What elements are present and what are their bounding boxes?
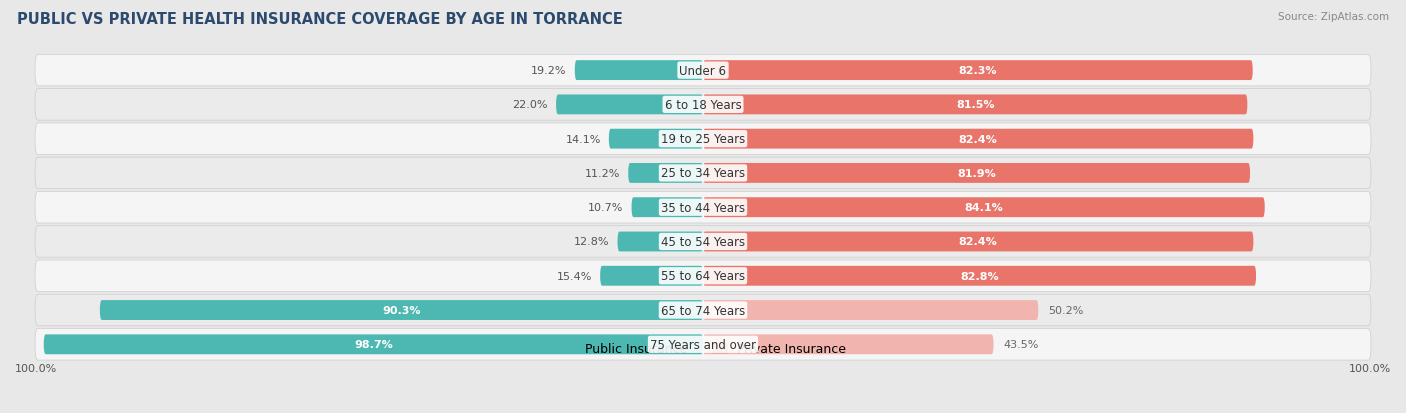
FancyBboxPatch shape: [35, 226, 1371, 258]
Text: 90.3%: 90.3%: [382, 305, 420, 315]
Text: 45 to 54 Years: 45 to 54 Years: [661, 235, 745, 248]
FancyBboxPatch shape: [631, 198, 703, 218]
FancyBboxPatch shape: [703, 266, 1256, 286]
Text: 43.5%: 43.5%: [1004, 339, 1039, 349]
Legend: Public Insurance, Private Insurance: Public Insurance, Private Insurance: [555, 337, 851, 360]
Text: 82.3%: 82.3%: [959, 66, 997, 76]
Text: 84.1%: 84.1%: [965, 203, 1004, 213]
FancyBboxPatch shape: [609, 129, 703, 149]
Text: 81.9%: 81.9%: [957, 169, 995, 178]
FancyBboxPatch shape: [35, 260, 1371, 292]
FancyBboxPatch shape: [703, 61, 1253, 81]
FancyBboxPatch shape: [703, 198, 1265, 218]
FancyBboxPatch shape: [600, 266, 703, 286]
Text: 35 to 44 Years: 35 to 44 Years: [661, 201, 745, 214]
Text: 50.2%: 50.2%: [1049, 305, 1084, 315]
FancyBboxPatch shape: [35, 55, 1371, 87]
FancyBboxPatch shape: [628, 164, 703, 183]
FancyBboxPatch shape: [44, 335, 703, 354]
FancyBboxPatch shape: [35, 192, 1371, 223]
Text: 22.0%: 22.0%: [513, 100, 548, 110]
Text: 82.8%: 82.8%: [960, 271, 998, 281]
Text: 15.4%: 15.4%: [557, 271, 592, 281]
Text: 98.7%: 98.7%: [354, 339, 392, 349]
FancyBboxPatch shape: [35, 158, 1371, 189]
FancyBboxPatch shape: [35, 294, 1371, 326]
FancyBboxPatch shape: [575, 61, 703, 81]
Text: 14.1%: 14.1%: [565, 134, 600, 144]
FancyBboxPatch shape: [703, 164, 1250, 183]
FancyBboxPatch shape: [35, 123, 1371, 155]
FancyBboxPatch shape: [703, 300, 1038, 320]
Text: Source: ZipAtlas.com: Source: ZipAtlas.com: [1278, 12, 1389, 22]
FancyBboxPatch shape: [100, 300, 703, 320]
FancyBboxPatch shape: [555, 95, 703, 115]
FancyBboxPatch shape: [703, 232, 1253, 252]
Text: 11.2%: 11.2%: [585, 169, 620, 178]
Text: 75 Years and over: 75 Years and over: [650, 338, 756, 351]
FancyBboxPatch shape: [35, 329, 1371, 360]
Text: 10.7%: 10.7%: [588, 203, 623, 213]
Text: 6 to 18 Years: 6 to 18 Years: [665, 99, 741, 112]
Text: Under 6: Under 6: [679, 64, 727, 77]
FancyBboxPatch shape: [703, 95, 1247, 115]
Text: 100.0%: 100.0%: [15, 363, 58, 373]
Text: 81.5%: 81.5%: [956, 100, 994, 110]
Text: 19.2%: 19.2%: [531, 66, 567, 76]
Text: 25 to 34 Years: 25 to 34 Years: [661, 167, 745, 180]
Text: 65 to 74 Years: 65 to 74 Years: [661, 304, 745, 317]
Text: 82.4%: 82.4%: [959, 237, 998, 247]
Text: 55 to 64 Years: 55 to 64 Years: [661, 270, 745, 282]
FancyBboxPatch shape: [703, 335, 994, 354]
FancyBboxPatch shape: [617, 232, 703, 252]
Text: 100.0%: 100.0%: [1348, 363, 1391, 373]
FancyBboxPatch shape: [703, 129, 1253, 149]
FancyBboxPatch shape: [35, 89, 1371, 121]
Text: 12.8%: 12.8%: [574, 237, 609, 247]
Text: PUBLIC VS PRIVATE HEALTH INSURANCE COVERAGE BY AGE IN TORRANCE: PUBLIC VS PRIVATE HEALTH INSURANCE COVER…: [17, 12, 623, 27]
Text: 19 to 25 Years: 19 to 25 Years: [661, 133, 745, 146]
Text: 82.4%: 82.4%: [959, 134, 998, 144]
